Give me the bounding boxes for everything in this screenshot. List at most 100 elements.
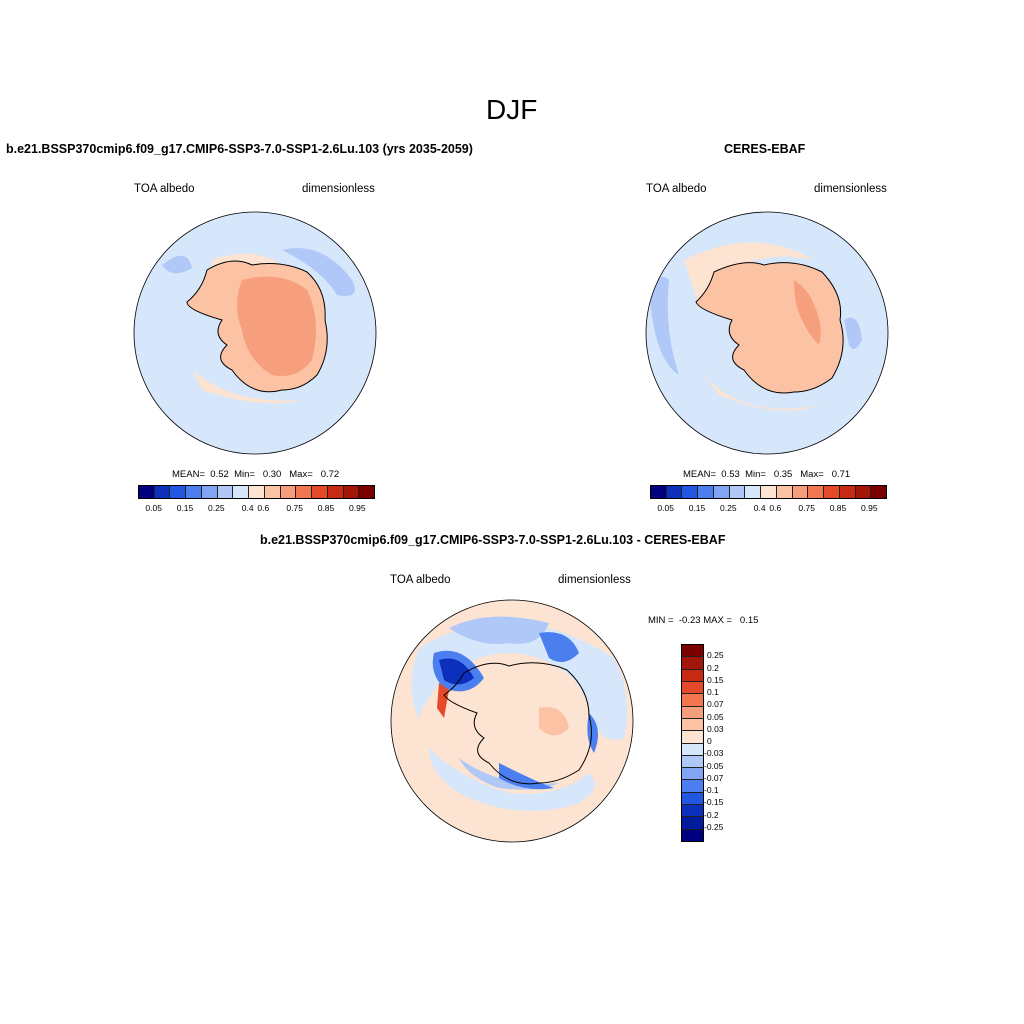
diff-colorbar-swatch-0 bbox=[682, 645, 703, 658]
colorbar-tick-label: 0.15 bbox=[176, 503, 194, 513]
diff-colorbar-swatch-8 bbox=[682, 743, 703, 756]
colorbar-swatch-11 bbox=[312, 486, 328, 498]
colorbar-swatch-8 bbox=[776, 486, 793, 498]
panel-3-strong-negative bbox=[432, 632, 598, 790]
diff-colorbar-swatch-2 bbox=[682, 669, 703, 682]
panel-2-colorbar-ticks: 0.05 0.15 0.25 0.4 0.6 0.75 0.85 0.95 bbox=[650, 503, 885, 515]
panel-2-shelf-ice bbox=[684, 242, 819, 411]
panel-3-deep-negative bbox=[439, 658, 474, 685]
panel-2-ice-plateau bbox=[794, 280, 821, 345]
panel-1-colorbar-ticks: 0.05 0.15 0.25 0.4 0.6 0.75 0.85 0.95 bbox=[138, 503, 373, 515]
colorbar-tick-label: 0.75 bbox=[286, 503, 303, 513]
panel-2-colorbar bbox=[650, 485, 887, 499]
panel-3-negative-band bbox=[411, 622, 628, 811]
colorbar-swatch-2 bbox=[170, 486, 187, 498]
panel-3-coastline bbox=[443, 662, 592, 785]
panel-1-sea-ice-band bbox=[162, 248, 355, 296]
diff-colorbar-swatch-4 bbox=[682, 694, 703, 707]
panel-1-variable-label: TOA albedo bbox=[134, 183, 195, 195]
diff-colorbar-tick-label: -0.2 bbox=[704, 809, 719, 820]
colorbar-swatch-5 bbox=[729, 486, 746, 498]
panel-1-shelf-ice bbox=[192, 253, 302, 404]
panel-2-map bbox=[645, 211, 889, 455]
colorbar-swatch-7 bbox=[249, 486, 265, 498]
diff-colorbar-tick-label: 0.15 bbox=[707, 674, 724, 685]
panel-3-moderate-negative bbox=[449, 616, 559, 790]
colorbar-tick-label: 0.95 bbox=[349, 503, 366, 513]
panel-3-title: b.e21.BSSP370cmip6.f09_g17.CMIP6-SSP3-7.… bbox=[260, 533, 726, 547]
colorbar-swatch-12 bbox=[839, 486, 856, 498]
panel-3-stats: MIN = -0.23 MAX = 0.15 bbox=[648, 615, 759, 626]
colorbar-swatch-13 bbox=[343, 486, 360, 498]
diff-colorbar-swatch-11 bbox=[682, 780, 703, 793]
diff-colorbar-tick-label: -0.1 bbox=[704, 785, 719, 795]
panel-2-sea-ice-band bbox=[649, 276, 862, 375]
diff-colorbar-swatch-13 bbox=[682, 805, 703, 818]
colorbar-tick-label: 0.4 bbox=[241, 503, 254, 513]
panel-3-map-border bbox=[390, 599, 634, 843]
colorbar-tick-label: 0.6 bbox=[257, 503, 270, 513]
panel-1-coastline bbox=[186, 260, 328, 393]
colorbar-swatch-5 bbox=[217, 486, 234, 498]
panel-1-stats: MEAN= 0.52 Min= 0.30 Max= 0.72 bbox=[172, 469, 340, 480]
colorbar-swatch-4 bbox=[713, 486, 730, 498]
diff-colorbar-tick-label: 0.07 bbox=[707, 699, 724, 710]
diff-colorbar-swatch-12 bbox=[682, 792, 703, 806]
panel-3-variable-label: TOA albedo bbox=[390, 574, 451, 586]
colorbar-swatch-14 bbox=[871, 486, 887, 498]
diff-colorbar-tick-label: 0.03 bbox=[707, 723, 724, 734]
panel-2-coastline bbox=[695, 262, 844, 394]
diff-colorbar-tick-label: 0.2 bbox=[707, 662, 719, 673]
colorbar-tick-label: 0.25 bbox=[208, 503, 225, 513]
colorbar-tick-label: 0.05 bbox=[145, 503, 162, 513]
colorbar-swatch-7 bbox=[761, 486, 777, 498]
diff-colorbar-swatch-6 bbox=[682, 718, 703, 732]
diff-colorbar-swatch-9 bbox=[682, 755, 703, 769]
diff-colorbar-tick-label: 0.05 bbox=[707, 711, 724, 722]
diff-colorbar-tick-label: 0 bbox=[707, 736, 712, 746]
colorbar-swatch-10 bbox=[296, 486, 313, 498]
colorbar-swatch-3 bbox=[186, 486, 202, 498]
colorbar-tick-label: 0.85 bbox=[829, 503, 847, 513]
colorbar-swatch-13 bbox=[855, 486, 872, 498]
panel-1-map bbox=[133, 211, 377, 455]
panel-2-stats: MEAN= 0.53 Min= 0.35 Max= 0.71 bbox=[683, 469, 851, 480]
colorbar-tick-label: 0.85 bbox=[317, 503, 335, 513]
colorbar-swatch-3 bbox=[698, 486, 714, 498]
diff-colorbar-tick-label: -0.15 bbox=[704, 797, 724, 808]
colorbar-swatch-0 bbox=[651, 486, 667, 498]
colorbar-tick-label: 0.4 bbox=[753, 503, 766, 513]
diff-colorbar-tick-label: -0.03 bbox=[704, 748, 724, 759]
diff-colorbar-swatch-5 bbox=[682, 706, 703, 719]
panel-3-colorbar-ticks: 0.25 0.2 0.15 0.1 0.07 0.05 0.03 0 -0.03 -0.05 -0.… bbox=[704, 644, 747, 840]
colorbar-tick-label: 0.05 bbox=[657, 503, 674, 513]
panel-2-units-label: dimensionless bbox=[814, 183, 887, 195]
colorbar-swatch-2 bbox=[682, 486, 699, 498]
colorbar-swatch-6 bbox=[745, 486, 762, 498]
colorbar-swatch-4 bbox=[201, 486, 218, 498]
diff-colorbar-swatch-3 bbox=[682, 681, 703, 695]
colorbar-tick-label: 0.25 bbox=[720, 503, 737, 513]
diff-colorbar-swatch-14 bbox=[682, 817, 703, 830]
colorbar-swatch-11 bbox=[824, 486, 840, 498]
panel-2-variable-label: TOA albedo bbox=[646, 183, 707, 195]
panel-1-ice-plateau bbox=[237, 276, 316, 376]
panel-2-title: CERES-EBAF bbox=[724, 142, 806, 156]
panel-3-positive-peninsula bbox=[437, 683, 449, 718]
diff-colorbar-tick-label: -0.05 bbox=[704, 760, 724, 771]
colorbar-tick-label: 0.95 bbox=[861, 503, 878, 513]
diff-colorbar-tick-label: -0.07 bbox=[704, 772, 724, 783]
colorbar-swatch-10 bbox=[808, 486, 825, 498]
panel-1-map-border bbox=[133, 211, 377, 455]
panel-1-title: b.e21.BSSP370cmip6.f09_g17.CMIP6-SSP3-7.… bbox=[6, 142, 473, 156]
colorbar-swatch-9 bbox=[280, 486, 297, 498]
panel-3-positive-interior bbox=[539, 707, 569, 736]
panel-3-units-label: dimensionless bbox=[558, 574, 631, 586]
colorbar-swatch-8 bbox=[264, 486, 281, 498]
panel-1-colorbar bbox=[138, 485, 375, 499]
panel-1-units-label: dimensionless bbox=[302, 183, 375, 195]
diff-colorbar-swatch-15 bbox=[682, 829, 703, 841]
colorbar-tick-label: 0.6 bbox=[769, 503, 782, 513]
colorbar-tick-label: 0.75 bbox=[798, 503, 815, 513]
colorbar-swatch-12 bbox=[327, 486, 344, 498]
